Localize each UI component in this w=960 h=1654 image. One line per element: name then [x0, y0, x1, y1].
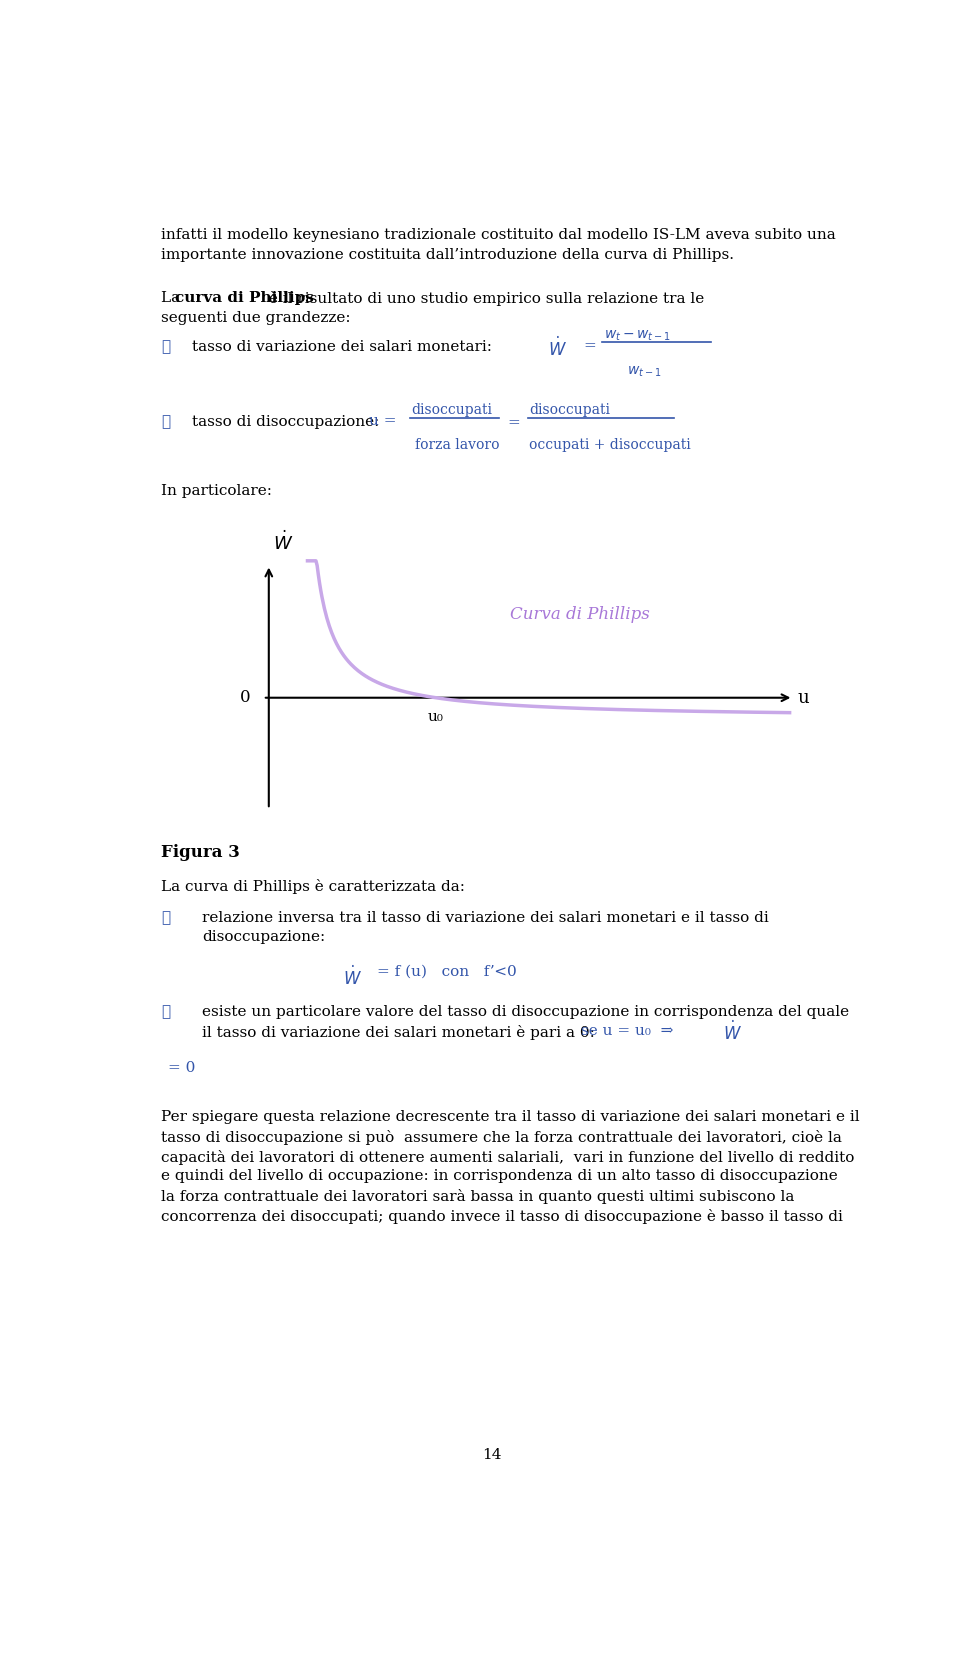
Text: ✓: ✓: [161, 415, 170, 430]
Text: il tasso di variazione dei salari monetari è pari a 0:: il tasso di variazione dei salari moneta…: [202, 1025, 594, 1040]
Text: se u = u₀  ⇒: se u = u₀ ⇒: [581, 1024, 674, 1039]
Text: =: =: [584, 339, 596, 352]
Text: tasso di disoccupazione si può  assumere che la forza contrattuale dei lavorator: tasso di disoccupazione si può assumere …: [161, 1130, 842, 1145]
Text: Figura 3: Figura 3: [161, 844, 240, 860]
Text: 0: 0: [240, 690, 251, 706]
Text: $\dot{W}$: $\dot{W}$: [548, 336, 566, 359]
Text: relazione inversa tra il tasso di variazione dei salari monetari e il tasso di: relazione inversa tra il tasso di variaz…: [202, 911, 769, 925]
Text: $w_t - w_{t-1}$: $w_t - w_{t-1}$: [604, 329, 670, 344]
Text: u =: u =: [370, 414, 396, 428]
Text: 14: 14: [482, 1447, 502, 1462]
Text: La: La: [161, 291, 185, 304]
Text: forza lavoro: forza lavoro: [416, 438, 500, 452]
Text: e quindi del livello di occupazione: in corrispondenza di un alto tasso di disoc: e quindi del livello di occupazione: in …: [161, 1169, 838, 1183]
Text: infatti il modello keynesiano tradizionale costituito dal modello IS-LM aveva su: infatti il modello keynesiano tradiziona…: [161, 228, 835, 241]
Text: occupati + disoccupati: occupati + disoccupati: [529, 438, 691, 452]
Text: concorrenza dei disoccupati; quando invece il tasso di disoccupazione è basso il: concorrenza dei disoccupati; quando inve…: [161, 1209, 843, 1224]
Text: tasso di variazione dei salari monetari:: tasso di variazione dei salari monetari:: [192, 341, 492, 354]
Text: In particolare:: In particolare:: [161, 485, 272, 498]
Text: importante innovazione costituita dall’introduzione della curva di Phillips.: importante innovazione costituita dall’i…: [161, 248, 734, 261]
Text: Curva di Phillips: Curva di Phillips: [510, 607, 650, 624]
Text: ✓: ✓: [161, 1006, 170, 1019]
Text: esiste un particolare valore del tasso di disoccupazione in corrispondenza del q: esiste un particolare valore del tasso d…: [202, 1006, 849, 1019]
Text: la forza contrattuale dei lavoratori sarà bassa in quanto questi ultimi subiscon: la forza contrattuale dei lavoratori sar…: [161, 1189, 794, 1204]
Text: curva di Phillips: curva di Phillips: [175, 291, 314, 304]
Text: Per spiegare questa relazione decrescente tra il tasso di variazione dei salari : Per spiegare questa relazione decrescent…: [161, 1110, 859, 1125]
Text: La curva di Phillips è caratterizzata da:: La curva di Phillips è caratterizzata da…: [161, 878, 465, 895]
Text: ✓: ✓: [161, 911, 170, 925]
Text: seguenti due grandezze:: seguenti due grandezze:: [161, 311, 350, 324]
Text: capacità dei lavoratori di ottenere aumenti salariali,  vari in funzione del liv: capacità dei lavoratori di ottenere aume…: [161, 1150, 854, 1164]
Text: = f (u)   con   fʼ<0: = f (u) con fʼ<0: [376, 964, 516, 979]
Text: disoccupati: disoccupati: [412, 402, 492, 417]
Text: è il risultato di uno studio empirico sulla relazione tra le: è il risultato di uno studio empirico su…: [264, 291, 705, 306]
Text: tasso di disoccupazione:: tasso di disoccupazione:: [192, 415, 379, 430]
Text: $w_{t-1}$: $w_{t-1}$: [628, 364, 661, 379]
Text: =: =: [507, 417, 519, 430]
Text: disoccupazione:: disoccupazione:: [202, 931, 325, 944]
Text: disoccupati: disoccupati: [529, 402, 611, 417]
Text: ✓: ✓: [161, 341, 170, 354]
Text: u₀: u₀: [428, 711, 444, 724]
Text: $\dot{W}$: $\dot{W}$: [273, 531, 293, 554]
Text: $\dot{W}$: $\dot{W}$: [723, 1021, 741, 1044]
Text: u: u: [797, 688, 808, 706]
Text: $\dot{W}$: $\dot{W}$: [344, 966, 362, 989]
Text: = 0: = 0: [168, 1060, 196, 1075]
